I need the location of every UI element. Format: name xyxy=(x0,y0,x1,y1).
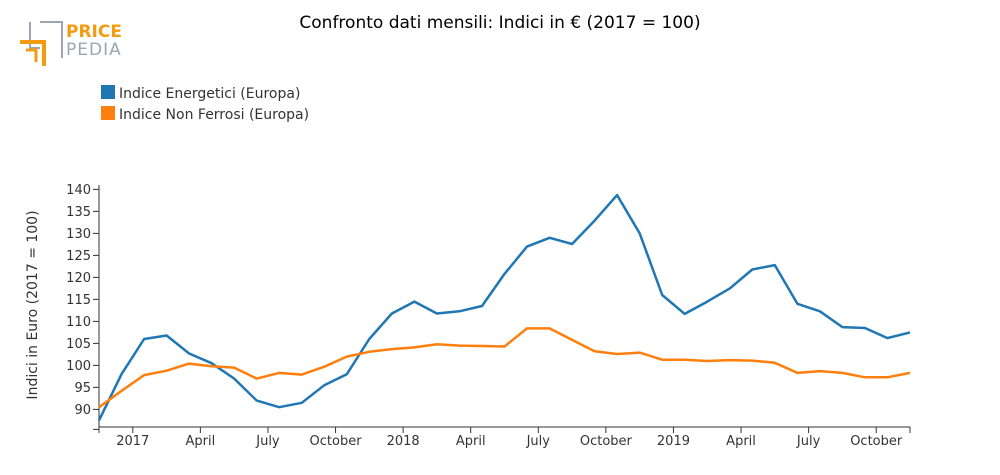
logo-text-price: PRICE xyxy=(66,22,122,42)
y-tick-label: 110 xyxy=(66,315,91,330)
y-tick-label: 120 xyxy=(66,271,91,286)
chart-title: Confronto dati mensili: Indici in € (201… xyxy=(299,13,700,33)
legend-swatch-non-ferrosi xyxy=(101,106,115,120)
x-tick-label: July xyxy=(255,434,280,449)
legend-label-non-ferrosi: Indice Non Ferrosi (Europa) xyxy=(119,107,309,123)
pricepedia-logo: PRICE PEDIA xyxy=(20,21,122,66)
x-ticks: 2017 April July October 2018 April July October… xyxy=(98,427,911,449)
logo-mark-orange-icon xyxy=(20,40,46,66)
series-lines xyxy=(97,193,911,421)
x-tick-label: October xyxy=(310,434,363,449)
legend-label-energetici: Indice Energetici (Europa) xyxy=(119,86,300,102)
legend-swatch-energetici xyxy=(101,85,115,99)
x-tick-label: October xyxy=(580,434,633,449)
logo-text-pedia: PEDIA xyxy=(66,40,122,60)
x-tick-label: April xyxy=(456,434,486,449)
y-tick-label: 105 xyxy=(66,337,91,352)
x-tick-label: 2018 xyxy=(387,434,420,449)
x-tick-label: July xyxy=(796,434,821,449)
series-line-energetici xyxy=(97,193,911,421)
y-tick-label: 140 xyxy=(66,183,91,198)
x-tick-label: April xyxy=(726,434,756,449)
y-axis-label: Indici in Euro (2017 = 100) xyxy=(25,210,41,399)
x-tick-label: April xyxy=(186,434,216,449)
logo-mark-orange-inner-icon xyxy=(26,48,38,62)
y-tick-label: 90 xyxy=(74,403,91,418)
y-tick-label: 100 xyxy=(66,359,91,374)
series-line-non-ferrosi xyxy=(98,327,911,409)
y-tick-label: 95 xyxy=(74,381,91,396)
logo-frame-icon xyxy=(40,21,63,58)
x-tick-label: July xyxy=(526,434,551,449)
y-tick-label: 135 xyxy=(66,205,91,220)
logo-mark-gray xyxy=(29,22,40,49)
y-tick-label: 130 xyxy=(66,227,91,242)
y-tick-label: 125 xyxy=(66,249,91,264)
y-ticks: 90 95 100 105 110 115 120 125 130 135 140 xyxy=(66,183,99,430)
x-tick-label: 2019 xyxy=(657,434,690,449)
y-tick-label: 115 xyxy=(66,293,91,308)
legend: Indice Energetici (Europa) Indice Non Fe… xyxy=(101,85,309,123)
x-tick-label: October xyxy=(850,434,903,449)
x-tick-label: 2017 xyxy=(116,434,149,449)
